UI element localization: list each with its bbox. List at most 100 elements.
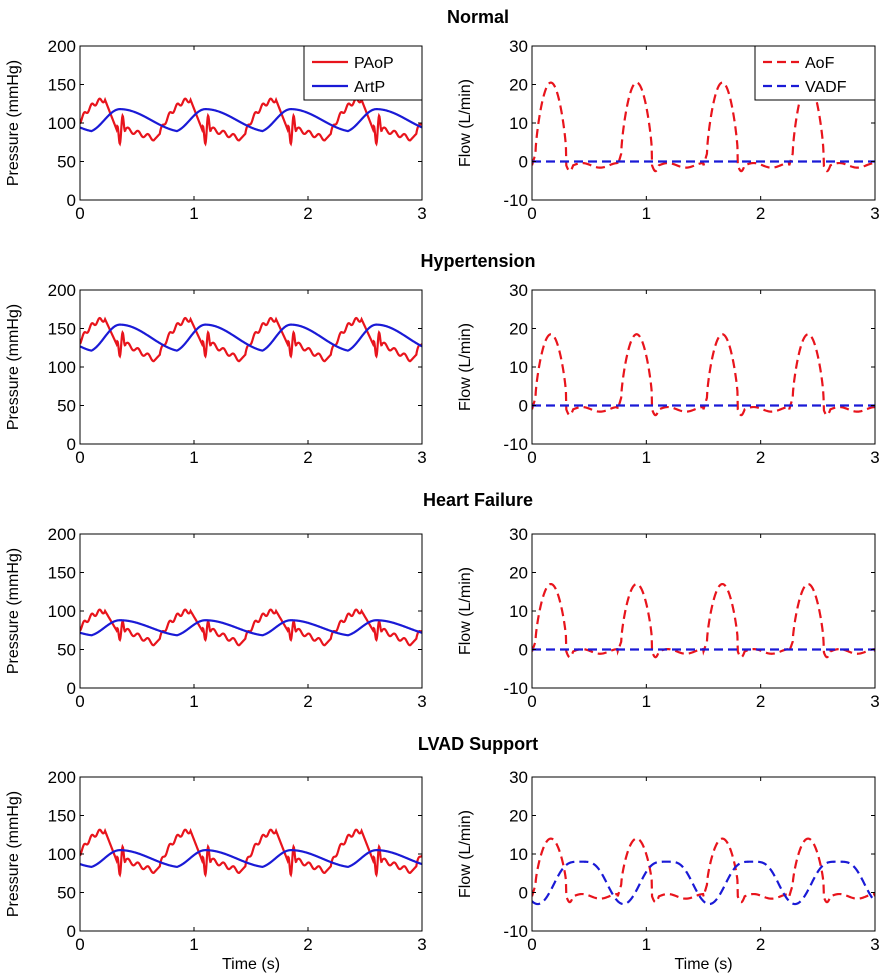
y-tick-label: 100 bbox=[48, 845, 76, 864]
x-tick-label: 0 bbox=[527, 935, 536, 954]
flow-1-panel bbox=[532, 290, 875, 444]
x-tick-label: 2 bbox=[756, 204, 765, 223]
y-tick-label: 150 bbox=[48, 320, 76, 339]
y-tick-label: 0 bbox=[67, 435, 76, 454]
x-tick-label: 3 bbox=[870, 935, 879, 954]
y-tick-label: 150 bbox=[48, 76, 76, 95]
y-tick-label: 200 bbox=[48, 281, 76, 300]
y-tick-label: 30 bbox=[509, 281, 528, 300]
row-title: Heart Failure bbox=[423, 490, 533, 510]
plot-area bbox=[80, 534, 422, 688]
x-tick-label: 0 bbox=[75, 448, 84, 467]
plot-area bbox=[532, 534, 875, 688]
x-tick-label: 1 bbox=[642, 204, 651, 223]
x-tick-label: 3 bbox=[870, 448, 879, 467]
x-tick-label: 1 bbox=[189, 935, 198, 954]
y-tick-label: 100 bbox=[48, 114, 76, 133]
y-axis-label: Flow (L/min) bbox=[457, 79, 474, 167]
x-tick-label: 3 bbox=[417, 204, 426, 223]
x-tick-label: 0 bbox=[75, 204, 84, 223]
pressure-1-panel bbox=[80, 290, 422, 444]
y-axis-label: Flow (L/min) bbox=[457, 323, 474, 411]
x-axis-label: Time (s) bbox=[674, 956, 732, 973]
y-tick-label: 0 bbox=[519, 153, 528, 172]
legend-label-artp: ArtP bbox=[354, 79, 385, 96]
x-tick-label: 2 bbox=[756, 448, 765, 467]
y-axis-label: Flow (L/min) bbox=[457, 567, 474, 655]
y-tick-label: 30 bbox=[509, 37, 528, 56]
plot-area bbox=[532, 290, 875, 444]
x-tick-label: 3 bbox=[417, 692, 426, 711]
y-tick-label: 50 bbox=[57, 641, 76, 660]
y-tick-label: 20 bbox=[509, 320, 528, 339]
x-tick-label: 2 bbox=[756, 935, 765, 954]
y-tick-label: 0 bbox=[67, 679, 76, 698]
flow-2-panel bbox=[532, 534, 875, 688]
y-tick-label: 30 bbox=[509, 768, 528, 787]
x-tick-label: 3 bbox=[870, 692, 879, 711]
flow-3-panel bbox=[532, 777, 875, 931]
y-axis-label: Pressure (mmHg) bbox=[5, 60, 22, 186]
x-tick-label: 2 bbox=[303, 204, 312, 223]
y-tick-label: 10 bbox=[509, 114, 528, 133]
y-tick-label: 20 bbox=[509, 807, 528, 826]
y-axis-label: Pressure (mmHg) bbox=[5, 791, 22, 917]
y-tick-label: 20 bbox=[509, 564, 528, 583]
y-tick-label: 200 bbox=[48, 37, 76, 56]
y-tick-label: 100 bbox=[48, 602, 76, 621]
x-tick-label: 3 bbox=[417, 935, 426, 954]
y-tick-label: 10 bbox=[509, 358, 528, 377]
pressure-2-panel bbox=[80, 534, 422, 688]
x-tick-label: 3 bbox=[870, 204, 879, 223]
row-title: Hypertension bbox=[420, 251, 535, 271]
y-axis-label: Pressure (mmHg) bbox=[5, 304, 22, 430]
y-tick-label: 150 bbox=[48, 807, 76, 826]
legend-label-aof: AoF bbox=[805, 55, 835, 72]
y-tick-label: 30 bbox=[509, 525, 528, 544]
y-tick-label: 200 bbox=[48, 768, 76, 787]
x-tick-label: 2 bbox=[303, 692, 312, 711]
y-tick-label: 50 bbox=[57, 884, 76, 903]
x-tick-label: 1 bbox=[642, 448, 651, 467]
y-tick-label: 0 bbox=[519, 397, 528, 416]
x-tick-label: 2 bbox=[303, 448, 312, 467]
y-axis-label: Flow (L/min) bbox=[457, 810, 474, 898]
plot-area bbox=[532, 777, 875, 931]
x-tick-label: 1 bbox=[189, 692, 198, 711]
x-tick-label: 1 bbox=[189, 448, 198, 467]
y-tick-label: 150 bbox=[48, 564, 76, 583]
row-title: LVAD Support bbox=[418, 734, 538, 754]
y-tick-label: 50 bbox=[57, 397, 76, 416]
x-tick-label: 1 bbox=[642, 692, 651, 711]
y-tick-label: 0 bbox=[67, 191, 76, 210]
x-tick-label: 0 bbox=[527, 692, 536, 711]
y-tick-label: 50 bbox=[57, 153, 76, 172]
x-tick-label: 2 bbox=[756, 692, 765, 711]
legend-label-paop: PAoP bbox=[354, 55, 394, 72]
y-tick-label: 10 bbox=[509, 845, 528, 864]
x-tick-label: 0 bbox=[75, 935, 84, 954]
x-tick-label: 2 bbox=[303, 935, 312, 954]
y-tick-label: 0 bbox=[519, 884, 528, 903]
row-title: Normal bbox=[447, 7, 509, 27]
pressure-3-panel bbox=[80, 777, 422, 931]
x-tick-label: 0 bbox=[527, 448, 536, 467]
y-tick-label: 0 bbox=[519, 641, 528, 660]
plot-area bbox=[80, 290, 422, 444]
y-tick-label: 20 bbox=[509, 76, 528, 95]
x-tick-label: 0 bbox=[527, 204, 536, 223]
x-tick-label: 3 bbox=[417, 448, 426, 467]
y-tick-label: 200 bbox=[48, 525, 76, 544]
y-tick-label: -10 bbox=[503, 922, 528, 941]
y-tick-label: 0 bbox=[67, 922, 76, 941]
y-tick-label: 100 bbox=[48, 358, 76, 377]
x-axis-label: Time (s) bbox=[222, 956, 280, 973]
x-tick-label: 1 bbox=[642, 935, 651, 954]
x-tick-label: 1 bbox=[189, 204, 198, 223]
x-tick-label: 0 bbox=[75, 692, 84, 711]
legend-label-vadf: VADF bbox=[805, 79, 847, 96]
y-tick-label: -10 bbox=[503, 191, 528, 210]
y-tick-label: 10 bbox=[509, 602, 528, 621]
y-tick-label: -10 bbox=[503, 679, 528, 698]
y-tick-label: -10 bbox=[503, 435, 528, 454]
